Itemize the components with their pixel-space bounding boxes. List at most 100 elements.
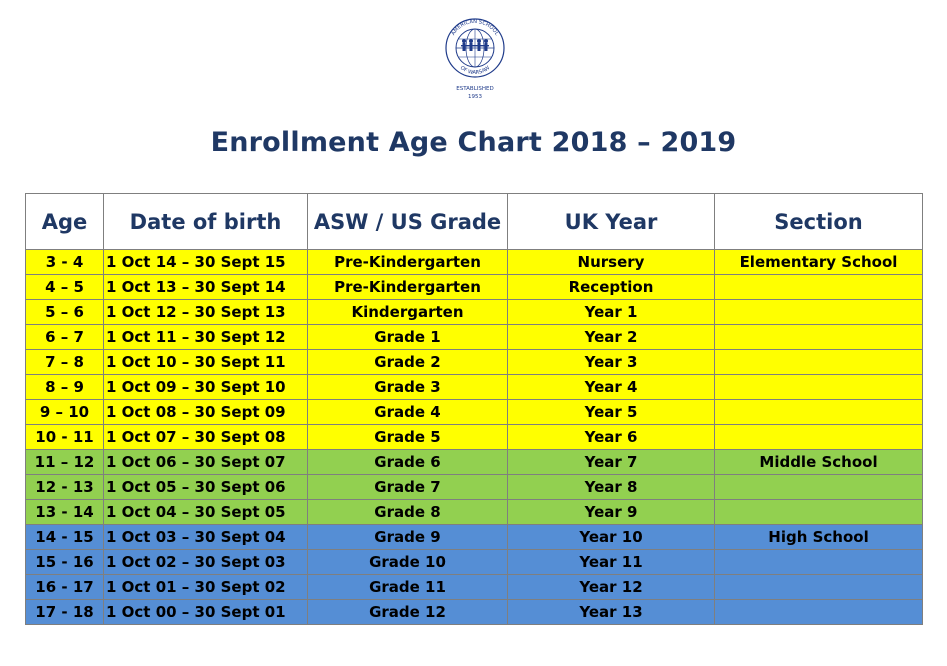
grade-cell: Grade 1	[307, 324, 508, 350]
table-row: 7 – 8 1 Oct 10 – 30 Sept 11 Grade 2 Year…	[25, 349, 923, 375]
dob-cell: 1 Oct 14 – 30 Sept 15	[103, 249, 308, 275]
page-title: Enrollment Age Chart 2018 – 2019	[210, 127, 737, 158]
svg-text:OF WARSAW: OF WARSAW	[459, 65, 491, 76]
dob-cell: 1 Oct 10 – 30 Sept 11	[103, 349, 308, 375]
table-row: 4 – 5 1 Oct 13 – 30 Sept 14 Pre-Kinderga…	[25, 274, 923, 300]
dob-cell: 1 Oct 05 – 30 Sept 06	[103, 474, 308, 500]
section-cell	[714, 424, 923, 450]
section-cell	[714, 324, 923, 350]
grade-cell: Grade 9	[307, 524, 508, 550]
table-header-row: Age Date of birth ASW / US Grade UK Year…	[25, 193, 923, 250]
age-cell: 5 – 6	[25, 299, 104, 325]
age-cell: 17 - 18	[25, 599, 104, 625]
uk-year-cell: Year 8	[507, 474, 715, 500]
uk-year-cell: Year 12	[507, 574, 715, 600]
school-seal-icon: AMERICAN SCHOOL OF WARSAW ESTABLISHED 19…	[445, 18, 505, 100]
uk-year-cell: Reception	[507, 274, 715, 300]
uk-year-cell: Year 11	[507, 549, 715, 575]
section-cell: Middle School	[714, 449, 923, 475]
header-section: Section	[714, 193, 923, 250]
dob-cell: 1 Oct 03 – 30 Sept 04	[103, 524, 308, 550]
uk-year-cell: Year 6	[507, 424, 715, 450]
header-us-grade: ASW / US Grade	[307, 193, 508, 250]
uk-year-cell: Year 13	[507, 599, 715, 625]
header-age: Age	[25, 193, 104, 250]
grade-cell: Pre-Kindergarten	[307, 274, 508, 300]
uk-year-cell: Year 9	[507, 499, 715, 525]
age-cell: 10 - 11	[25, 424, 104, 450]
uk-year-cell: Year 1	[507, 299, 715, 325]
table-row: 8 – 9 1 Oct 09 – 30 Sept 10 Grade 3 Year…	[25, 374, 923, 400]
table-row: 12 - 13 1 Oct 05 – 30 Sept 06 Grade 7 Ye…	[25, 474, 923, 500]
uk-year-cell: Year 10	[507, 524, 715, 550]
section-cell	[714, 474, 923, 500]
section-cell	[714, 274, 923, 300]
dob-cell: 1 Oct 11 – 30 Sept 12	[103, 324, 308, 350]
table-row: 5 – 6 1 Oct 12 – 30 Sept 13 Kindergarten…	[25, 299, 923, 325]
section-cell	[714, 399, 923, 425]
age-cell: 3 - 4	[25, 249, 104, 275]
grade-cell: Pre-Kindergarten	[307, 249, 508, 275]
dob-cell: 1 Oct 13 – 30 Sept 14	[103, 274, 308, 300]
grade-cell: Grade 5	[307, 424, 508, 450]
grade-cell: Grade 8	[307, 499, 508, 525]
grade-cell: Grade 3	[307, 374, 508, 400]
header-date-of-birth: Date of birth	[103, 193, 308, 250]
age-cell: 16 - 17	[25, 574, 104, 600]
section-cell	[714, 499, 923, 525]
age-cell: 4 – 5	[25, 274, 104, 300]
age-cell: 8 – 9	[25, 374, 104, 400]
section-cell	[714, 349, 923, 375]
section-cell	[714, 574, 923, 600]
grade-cell: Grade 7	[307, 474, 508, 500]
grade-cell: Grade 12	[307, 599, 508, 625]
table-row: 13 - 14 1 Oct 04 – 30 Sept 05 Grade 8 Ye…	[25, 499, 923, 525]
table-row: 9 – 10 1 Oct 08 – 30 Sept 09 Grade 4 Yea…	[25, 399, 923, 425]
table-row: 16 - 17 1 Oct 01 – 30 Sept 02 Grade 11 Y…	[25, 574, 923, 600]
age-cell: 11 – 12	[25, 449, 104, 475]
age-cell: 14 - 15	[25, 524, 104, 550]
grade-cell: Grade 11	[307, 574, 508, 600]
age-cell: 13 - 14	[25, 499, 104, 525]
svg-text:ESTABLISHED: ESTABLISHED	[456, 86, 493, 92]
dob-cell: 1 Oct 02 – 30 Sept 03	[103, 549, 308, 575]
dob-cell: 1 Oct 04 – 30 Sept 05	[103, 499, 308, 525]
table-row: 14 - 15 1 Oct 03 – 30 Sept 04 Grade 9 Ye…	[25, 524, 923, 550]
svg-text:1953: 1953	[468, 94, 482, 100]
dob-cell: 1 Oct 06 – 30 Sept 07	[103, 449, 308, 475]
section-cell: High School	[714, 524, 923, 550]
dob-cell: 1 Oct 09 – 30 Sept 10	[103, 374, 308, 400]
age-cell: 6 – 7	[25, 324, 104, 350]
uk-year-cell: Year 3	[507, 349, 715, 375]
age-cell: 9 – 10	[25, 399, 104, 425]
table-row: 10 - 11 1 Oct 07 – 30 Sept 08 Grade 5 Ye…	[25, 424, 923, 450]
grade-cell: Grade 4	[307, 399, 508, 425]
table-row: 3 - 4 1 Oct 14 – 30 Sept 15 Pre-Kinderga…	[25, 249, 923, 275]
dob-cell: 1 Oct 00 – 30 Sept 01	[103, 599, 308, 625]
dob-cell: 1 Oct 07 – 30 Sept 08	[103, 424, 308, 450]
section-cell	[714, 549, 923, 575]
grade-cell: Grade 2	[307, 349, 508, 375]
table-row: 6 – 7 1 Oct 11 – 30 Sept 12 Grade 1 Year…	[25, 324, 923, 350]
section-cell	[714, 374, 923, 400]
uk-year-cell: Nursery	[507, 249, 715, 275]
age-cell: 15 - 16	[25, 549, 104, 575]
uk-year-cell: Year 7	[507, 449, 715, 475]
enrollment-age-table: Age Date of birth ASW / US Grade UK Year…	[25, 193, 923, 625]
table-row: 17 - 18 1 Oct 00 – 30 Sept 01 Grade 12 Y…	[25, 599, 923, 625]
uk-year-cell: Year 5	[507, 399, 715, 425]
dob-cell: 1 Oct 01 – 30 Sept 02	[103, 574, 308, 600]
section-cell: Elementary School	[714, 249, 923, 275]
uk-year-cell: Year 2	[507, 324, 715, 350]
dob-cell: 1 Oct 08 – 30 Sept 09	[103, 399, 308, 425]
section-cell	[714, 299, 923, 325]
section-cell	[714, 599, 923, 625]
grade-cell: Grade 10	[307, 549, 508, 575]
dob-cell: 1 Oct 12 – 30 Sept 13	[103, 299, 308, 325]
age-cell: 12 - 13	[25, 474, 104, 500]
table-row: 15 - 16 1 Oct 02 – 30 Sept 03 Grade 10 Y…	[25, 549, 923, 575]
header-uk-year: UK Year	[507, 193, 715, 250]
school-logo: AMERICAN SCHOOL OF WARSAW ESTABLISHED 19…	[440, 14, 510, 104]
age-cell: 7 – 8	[25, 349, 104, 375]
uk-year-cell: Year 4	[507, 374, 715, 400]
